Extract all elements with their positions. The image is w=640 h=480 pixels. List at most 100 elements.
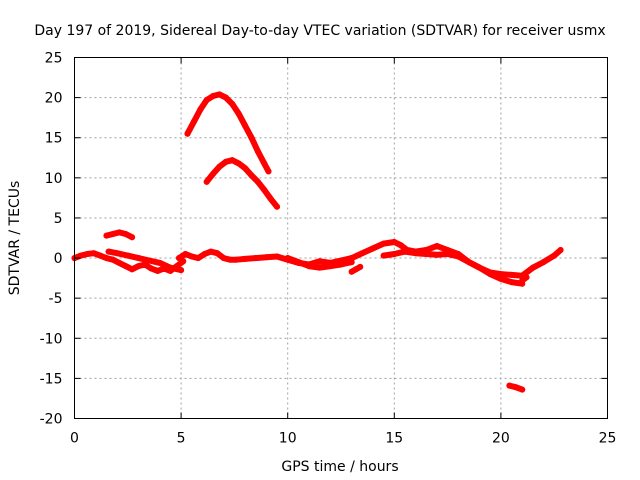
data-point [242,122,249,129]
y-tick-label: -20 [40,412,63,428]
data-point [316,258,323,265]
data-series-layer [71,91,564,393]
data-point [263,254,270,261]
data-point [444,251,451,258]
data-point [233,256,240,263]
data-point [397,242,404,249]
data-point [433,243,440,250]
data-point [207,248,214,255]
data-point [222,94,229,101]
data-point [284,255,291,262]
data-point [433,251,440,258]
y-tick-label: 10 [45,171,63,187]
data-point [201,251,208,258]
data-point [146,257,153,264]
x-tick-label: 15 [385,431,403,447]
data-point [124,252,131,259]
y-tick-label: -5 [49,291,63,307]
data-point [529,264,536,271]
data-point [242,165,249,172]
data-point [338,261,344,268]
data-point [229,157,236,164]
data-point [178,267,185,274]
data-point [423,251,430,258]
y-tick-label: 0 [54,251,63,267]
data-point [254,148,261,155]
y-tick-label: -10 [40,331,63,347]
data-point [203,178,210,185]
data-point [455,253,462,260]
data-point [210,170,217,177]
data-point [348,255,355,262]
data-point [90,250,97,257]
data-point [391,239,398,246]
data-point [97,252,104,259]
data-point [359,250,366,257]
data-point [265,168,272,175]
data-point [114,250,121,257]
data-point [327,263,334,270]
data-point [210,93,217,100]
x-tick-label: 25 [599,431,617,447]
data-point [316,264,323,271]
data-point [235,110,242,117]
data-point [476,264,483,271]
axis-ticks: 0 5 10 15 20 25 -20 -15 -10 -5 0 5 10 15 20 25 [40,51,617,447]
data-point [508,271,515,278]
data-point [540,259,547,266]
x-tick-label: 10 [279,431,297,447]
data-point [216,91,223,98]
data-point [519,386,526,393]
data-point [109,256,116,263]
data-point [261,160,268,167]
data-point [274,203,281,210]
data-point [412,250,419,257]
y-tick-label: 25 [45,51,63,67]
data-point [551,252,558,259]
data-point [267,195,274,202]
data-point [203,97,210,104]
data-point [122,263,129,270]
data-point [167,264,174,271]
data-point [122,230,129,237]
data-point [190,118,197,125]
data-point [197,106,204,113]
data-point [401,248,408,255]
data-point [227,256,234,263]
x-tick-label: 20 [492,431,510,447]
data-point [182,251,189,258]
data-point [380,240,387,247]
data-point [141,261,148,268]
data-point [252,255,259,262]
data-point [135,263,142,270]
data-point [274,253,281,260]
y-axis-label: SDTVAR / TECUs [7,181,23,296]
data-point [148,265,155,272]
data-point [295,259,302,266]
plot-frame [74,57,608,419]
data-point [229,101,236,108]
data-point [357,263,364,270]
data-point [248,134,255,141]
data-point [129,266,136,273]
data-point [188,253,195,260]
x-tick-label: 5 [177,431,186,447]
data-point [222,158,229,165]
data-point [77,252,84,259]
data-point [465,259,472,266]
data-point [369,245,376,252]
data-point [235,160,242,167]
x-axis-label: GPS time / hours [281,459,398,475]
data-point [523,274,530,281]
data-point [216,163,223,170]
y-tick-label: -15 [40,371,63,387]
data-point [557,247,564,254]
data-point [487,271,494,278]
data-point [103,255,110,262]
chart-title: Day 197 of 2019, Sidereal Day-to-day VTE… [34,23,605,39]
data-point [103,232,110,239]
data-point [242,255,249,262]
data-point [109,230,116,237]
data-point [506,382,513,389]
